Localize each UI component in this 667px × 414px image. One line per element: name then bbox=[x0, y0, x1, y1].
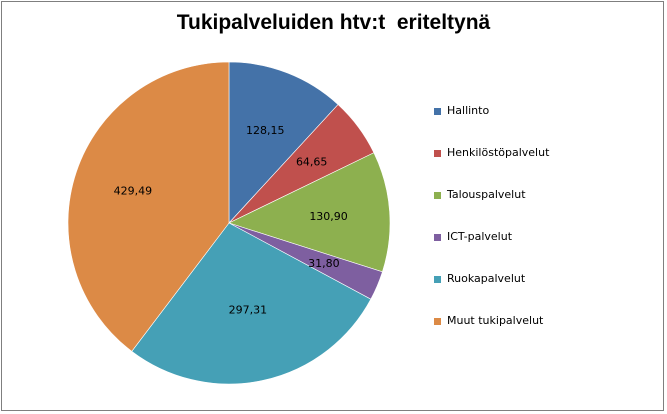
legend-swatch bbox=[434, 234, 441, 241]
data-label-ruokapalvelut: 297,31 bbox=[229, 304, 268, 317]
pie-slice-muut tukipalvelut bbox=[67, 61, 230, 352]
legend-label: Muut tukipalvelut bbox=[447, 314, 544, 327]
legend-label: Hallinto bbox=[447, 104, 490, 117]
legend-label: Talouspalvelut bbox=[447, 188, 526, 201]
data-label-muut tukipalvelut: 429,49 bbox=[114, 185, 153, 198]
legend-swatch bbox=[434, 108, 441, 115]
legend-swatch bbox=[434, 150, 441, 157]
legend-swatch bbox=[434, 192, 441, 199]
data-label-talouspalvelut: 130,90 bbox=[309, 210, 348, 223]
data-label-ict-palvelut: 31,80 bbox=[308, 257, 340, 270]
data-label-hallinto: 128,15 bbox=[246, 124, 285, 137]
legend-swatch bbox=[434, 318, 441, 325]
legend-label: Henkilöstöpalvelut bbox=[447, 146, 550, 159]
chart-title: Tukipalveluiden htv:t eriteltynä bbox=[176, 11, 491, 34]
legend-label: ICT-palvelut bbox=[447, 230, 513, 243]
data-label-henkilöstöpalvelut: 64,65 bbox=[296, 156, 328, 169]
legend-swatch bbox=[434, 276, 441, 283]
legend-label: Ruokapalvelut bbox=[447, 272, 526, 285]
pie-slice-ruokapalvelut bbox=[131, 222, 372, 385]
pie-slice-talouspalvelut bbox=[228, 152, 391, 273]
pie-slice-hallinto bbox=[228, 61, 339, 224]
